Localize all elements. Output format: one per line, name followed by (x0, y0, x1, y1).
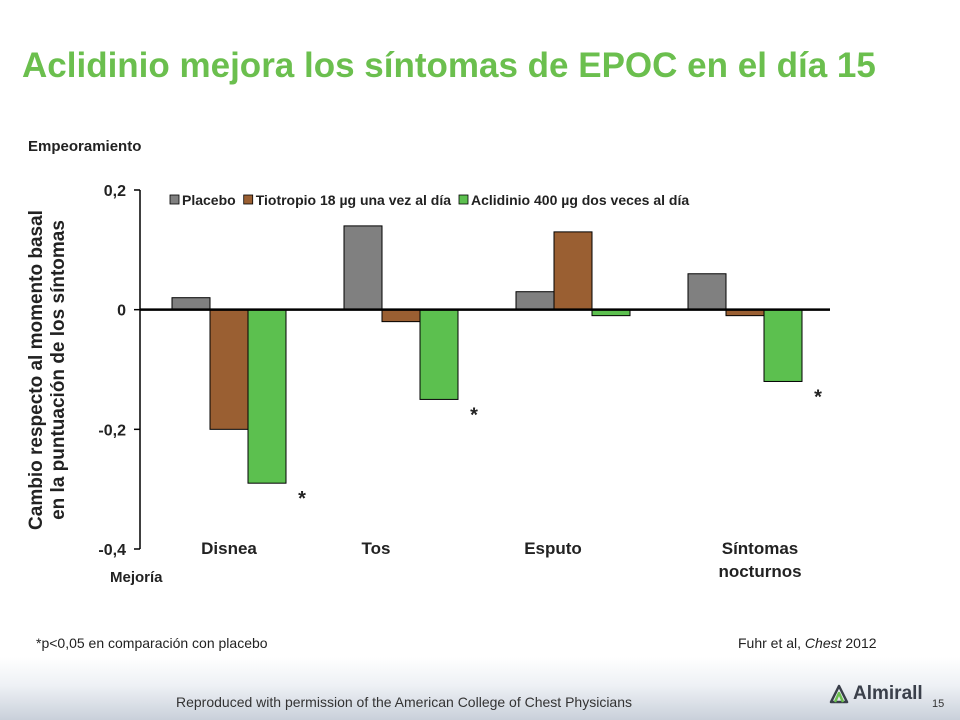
bar-series-2-cat-1 (209, 309, 249, 430)
y-axis: 0,2 0 -0,2 -0,4 (98, 183, 141, 559)
bar-series-1-cat-2 (343, 225, 383, 311)
y-tick-label: -0,4 (98, 542, 126, 559)
legend-label-1: Placebo (182, 192, 236, 208)
y-tick-label: 0 (117, 303, 126, 320)
legend-swatch-1 (169, 194, 180, 205)
bar-series-1-cat-4 (687, 273, 727, 311)
citation-journal: Chest (804, 635, 842, 651)
category-label-4: nocturnos (718, 562, 801, 581)
almirall-logo-icon (829, 684, 849, 704)
category-label-2: Tos (362, 539, 391, 558)
worsening-label: Empeoramiento (28, 138, 142, 155)
reproduction-notice: Reproduced with permission of the Americ… (176, 694, 633, 710)
brand-name: Almirall (853, 683, 923, 704)
page-number: 15 (932, 698, 945, 710)
improvement-label: Mejoría (110, 569, 163, 586)
brand-logo: Almirall (828, 683, 923, 705)
bar-series-3-cat-1 (247, 309, 287, 484)
significance-star-1: * (298, 488, 306, 510)
category-label-4: Síntomas (722, 539, 799, 558)
bar-series-2-cat-3 (553, 231, 593, 311)
bar-series-2-cat-2 (381, 309, 421, 323)
significance-star-2: * (470, 404, 478, 426)
citation-year: 2012 (841, 635, 877, 651)
bar-series-3-cat-4 (763, 309, 803, 382)
bar-series-3-cat-2 (419, 309, 459, 400)
bar-series-1-cat-3 (515, 291, 555, 311)
legend-label-2: Tiotropio 18 µg una vez al día (256, 192, 452, 208)
legend-label-3: Aclidinio 400 µg dos veces al día (471, 192, 689, 208)
citation-author: Fuhr et al, (738, 635, 805, 651)
bar-chart: 0,2 0 -0,2 -0,4 Placebo Tiotropio 18 µg una … (98, 183, 830, 581)
y-tick-label: 0,2 (104, 183, 126, 200)
category-label-3: Esputo (524, 539, 582, 558)
significance-markers: * * * (298, 386, 822, 510)
citation: Fuhr et al, Chest 2012 (738, 635, 877, 651)
category-label-1: Disnea (201, 539, 257, 558)
footer-band (0, 657, 960, 720)
footnote: *p<0,05 en comparación con placebo (36, 635, 268, 651)
y-tick-label: -0,2 (98, 422, 126, 439)
slide-title: Aclidinio mejora los síntomas de EPOC en… (22, 46, 876, 85)
bar-group (171, 225, 803, 484)
legend: Placebo Tiotropio 18 µg una vez al día Acl… (169, 192, 689, 208)
x-axis-labels: Disnea Tos Esputo Síntomas nocturnos (201, 539, 801, 581)
significance-star-4: * (814, 386, 822, 408)
legend-swatch-2 (243, 194, 254, 205)
legend-swatch-3 (458, 194, 469, 205)
bar-series-1-cat-1 (171, 297, 211, 311)
